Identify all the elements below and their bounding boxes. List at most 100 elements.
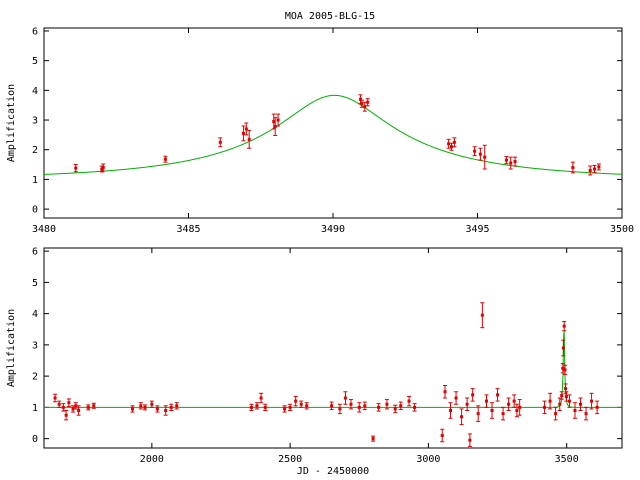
panel-full-marker	[515, 409, 519, 412]
panel-full-marker	[558, 402, 562, 406]
panel-full-data-point	[371, 435, 376, 442]
panel-full-marker	[385, 402, 389, 406]
panel-full-data-point	[254, 402, 259, 410]
panel-full-marker	[561, 346, 565, 350]
panel-full-data-point	[440, 428, 445, 443]
panel-full-data-point	[578, 397, 583, 411]
panel-full-marker	[496, 393, 500, 397]
panel-zoom-data-point	[244, 122, 249, 136]
panel-full-marker	[562, 324, 566, 328]
panel-full-marker	[399, 404, 403, 408]
panel-zoom-data-point	[513, 156, 518, 167]
panel-full-ytick-label: 4	[32, 309, 38, 320]
panel-zoom-xtick-label: 3480	[32, 224, 56, 235]
panel-full-marker	[449, 409, 453, 412]
panel-zoom-marker	[509, 161, 513, 165]
panel-zoom-marker	[571, 166, 575, 170]
panel-full-data-point	[562, 320, 567, 332]
panel-full-data-point	[564, 391, 569, 402]
panel-zoom-xtick-label: 3495	[465, 224, 489, 235]
panel-full-marker	[92, 404, 96, 408]
panel-zoom-data-point	[504, 156, 509, 165]
panel-full: Amplification JD - 2450000 2000 2500 3000 3…	[6, 247, 623, 477]
panel-zoom-data-point	[218, 137, 223, 148]
panel-full-marker	[249, 405, 253, 409]
panel-zoom-marker	[483, 155, 487, 159]
panel-zoom-data-point	[478, 147, 483, 161]
panel-full-marker	[130, 407, 134, 411]
panel-zoom-marker	[593, 167, 597, 171]
panel-zoom-ytick-label: 4	[32, 86, 38, 97]
panel-full-marker	[377, 405, 381, 409]
panel-zoom-data-point	[596, 163, 601, 171]
panel-zoom-data-point	[452, 137, 457, 148]
panel-full-marker	[64, 413, 68, 417]
panel-full-marker	[595, 405, 599, 409]
panel-zoom-data-point	[273, 117, 278, 136]
panel-zoom-xtick-label: 3490	[321, 224, 345, 235]
panel-zoom-marker	[447, 142, 451, 146]
panel-full-data-point	[142, 404, 147, 411]
panel-full-data-point	[567, 394, 572, 408]
panel-full-marker	[564, 394, 568, 398]
panel-full-data-point	[282, 405, 287, 413]
panel-zoom-xtick-label: 3500	[610, 224, 634, 235]
panel-full-marker	[71, 407, 75, 411]
panel-zoom-data-point	[588, 165, 593, 176]
panel-zoom-ytick-label: 6	[32, 26, 38, 37]
panel-full-data-point	[169, 403, 174, 411]
panel-full-data-point	[595, 400, 600, 415]
panel-full-marker	[363, 404, 367, 408]
panel-full-data-point	[560, 363, 565, 374]
panel-full-marker	[490, 409, 494, 412]
panel-full-marker	[465, 402, 469, 406]
panel-zoom-marker	[363, 105, 367, 109]
panel-full-marker	[74, 404, 78, 408]
panel-full-data-point	[299, 400, 304, 408]
panel-full-data-point	[174, 402, 179, 410]
panel-zoom-data-point	[592, 164, 597, 174]
panel-full-marker	[371, 437, 375, 441]
panel-full-data-point	[495, 388, 500, 402]
panel-full-xlabel: JD - 2450000	[297, 466, 369, 477]
panel-full-data-point	[64, 410, 69, 421]
panel-zoom-ytick-label: 1	[32, 175, 38, 186]
panel-full-data-point	[563, 364, 568, 376]
panel-full-marker	[259, 396, 263, 400]
panel-zoom-marker	[588, 169, 592, 172]
panel-zoom-marker	[272, 120, 276, 124]
panel-full-data-point	[506, 397, 511, 411]
panel-full-marker	[343, 396, 347, 400]
panel-zoom-marker	[247, 137, 251, 141]
panel-full-data-point	[329, 401, 334, 411]
panel-full-data-point	[149, 400, 154, 408]
panel-full-marker	[413, 405, 417, 409]
panel-full-marker	[407, 399, 411, 403]
panel-full-marker	[564, 387, 568, 391]
panel-full-ytick-label: 0	[32, 434, 38, 445]
panel-zoom-marker	[74, 166, 78, 170]
panel-full-data-point	[465, 397, 470, 411]
panel-zoom-ytick-label: 0	[32, 205, 38, 216]
panel-full-data-point	[561, 339, 566, 357]
panel-full-data-point	[542, 400, 547, 415]
panel-zoom-data-point	[276, 113, 281, 127]
panel-full-data-point	[476, 405, 481, 422]
panel-full-data-point	[362, 401, 367, 411]
panel-full-xtick-label: 3000	[416, 454, 440, 465]
panel-zoom-data-point	[163, 155, 168, 163]
panel-full-ytick-label: 5	[32, 278, 38, 289]
panel-full-data-point	[91, 402, 96, 409]
panel-full-frame	[43, 247, 623, 449]
panel-full-data-point	[443, 385, 448, 399]
panel-full-marker	[255, 404, 259, 408]
panel-full-marker	[143, 405, 147, 409]
panel-full-marker	[567, 399, 571, 403]
panel-full-data-point	[480, 302, 485, 329]
panel-full-marker	[169, 405, 173, 409]
panel-full-marker	[584, 412, 588, 416]
panel-full-data-point	[559, 391, 564, 400]
panel-full-data-point	[484, 394, 489, 408]
panel-zoom-ytick-label: 5	[32, 56, 38, 67]
panel-zoom-ytick-label: 2	[32, 145, 38, 156]
